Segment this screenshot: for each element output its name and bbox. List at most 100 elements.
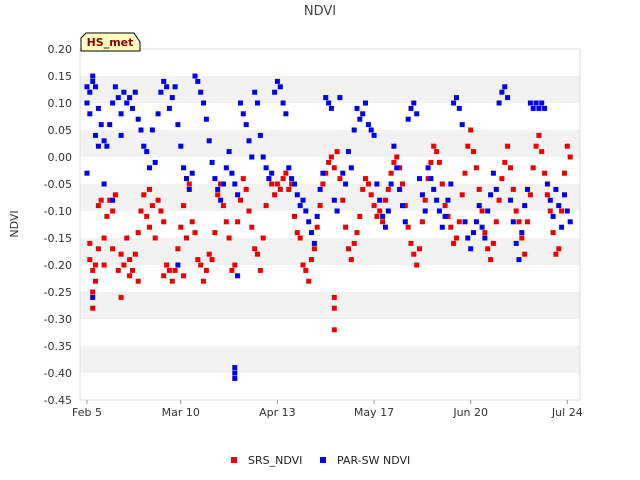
data-point xyxy=(118,132,124,138)
data-point xyxy=(192,230,198,236)
data-point xyxy=(283,170,289,176)
data-point xyxy=(510,219,516,225)
grid-band xyxy=(80,346,580,373)
data-point xyxy=(334,208,340,214)
data-point xyxy=(502,159,508,165)
data-point xyxy=(499,176,505,182)
data-point xyxy=(331,327,337,333)
data-point xyxy=(158,208,164,214)
data-point xyxy=(164,262,170,268)
data-point xyxy=(539,149,545,155)
data-point xyxy=(294,230,300,236)
data-point xyxy=(417,246,422,252)
data-point xyxy=(354,230,360,236)
data-point xyxy=(87,240,93,246)
data-point xyxy=(201,100,206,106)
data-point xyxy=(331,305,337,311)
grid-band xyxy=(80,184,580,211)
data-point xyxy=(112,84,118,90)
data-point xyxy=(368,192,374,198)
data-point xyxy=(161,78,167,84)
series-srs-ndvi xyxy=(87,127,573,333)
data-point xyxy=(451,100,457,106)
data-point xyxy=(411,251,417,257)
data-point xyxy=(232,370,238,376)
data-point xyxy=(468,246,474,252)
data-point xyxy=(544,181,550,187)
data-point xyxy=(445,213,451,219)
x-tick-label: Feb 5 xyxy=(72,406,102,419)
data-point xyxy=(513,208,519,214)
data-point xyxy=(547,197,553,203)
data-point xyxy=(283,111,289,117)
data-point xyxy=(368,127,374,133)
data-point xyxy=(397,186,403,192)
data-point xyxy=(377,197,383,203)
data-point xyxy=(485,246,491,252)
data-point xyxy=(141,192,147,198)
data-point xyxy=(232,375,238,381)
data-point xyxy=(471,149,476,155)
data-point xyxy=(414,111,420,117)
data-point xyxy=(473,165,479,171)
data-point xyxy=(93,84,98,90)
data-point xyxy=(385,208,391,214)
data-point xyxy=(471,230,476,236)
data-point xyxy=(490,170,496,176)
data-point xyxy=(536,132,542,138)
data-point xyxy=(448,224,454,230)
data-point xyxy=(158,89,164,95)
data-point xyxy=(482,235,488,241)
data-point xyxy=(365,181,371,187)
data-point xyxy=(508,165,513,171)
x-tick-label: Mar 10 xyxy=(162,406,200,419)
data-point xyxy=(454,95,459,101)
data-point xyxy=(297,235,303,241)
data-point xyxy=(286,186,292,192)
data-point xyxy=(246,208,252,214)
data-point xyxy=(425,165,431,171)
data-point xyxy=(343,224,349,230)
data-point xyxy=(203,267,209,273)
data-point xyxy=(422,197,428,203)
data-point xyxy=(229,170,235,176)
data-point xyxy=(533,143,539,149)
data-point xyxy=(559,208,565,214)
data-point xyxy=(542,105,548,111)
data-point xyxy=(436,159,442,165)
data-point xyxy=(130,267,135,273)
hs-met-badge[interactable]: HS_met xyxy=(80,32,141,52)
data-point xyxy=(121,89,127,95)
data-point xyxy=(431,143,437,149)
data-point xyxy=(405,116,411,122)
data-point xyxy=(317,186,323,192)
data-point xyxy=(238,100,243,106)
data-point xyxy=(101,138,107,144)
data-point xyxy=(223,219,229,225)
data-point xyxy=(527,100,533,106)
grid-band xyxy=(80,292,580,319)
data-point xyxy=(380,219,386,225)
data-point xyxy=(431,186,437,192)
data-point xyxy=(84,84,90,90)
data-point xyxy=(553,251,559,257)
data-point xyxy=(459,122,465,128)
plot-area-border xyxy=(79,48,581,401)
data-point xyxy=(488,192,494,198)
data-point xyxy=(166,267,172,273)
data-point xyxy=(277,186,283,192)
data-point xyxy=(263,165,269,171)
data-point xyxy=(161,273,167,279)
data-point xyxy=(479,208,485,214)
data-point xyxy=(209,257,215,263)
data-point xyxy=(314,224,320,230)
data-point xyxy=(220,203,226,209)
data-point xyxy=(206,138,212,144)
y-tick-label: -0.35 xyxy=(44,340,72,353)
data-point xyxy=(226,235,232,241)
data-point xyxy=(235,192,241,198)
y-tick-label: -0.05 xyxy=(44,178,72,191)
data-point xyxy=(255,100,260,106)
data-point xyxy=(326,100,332,106)
